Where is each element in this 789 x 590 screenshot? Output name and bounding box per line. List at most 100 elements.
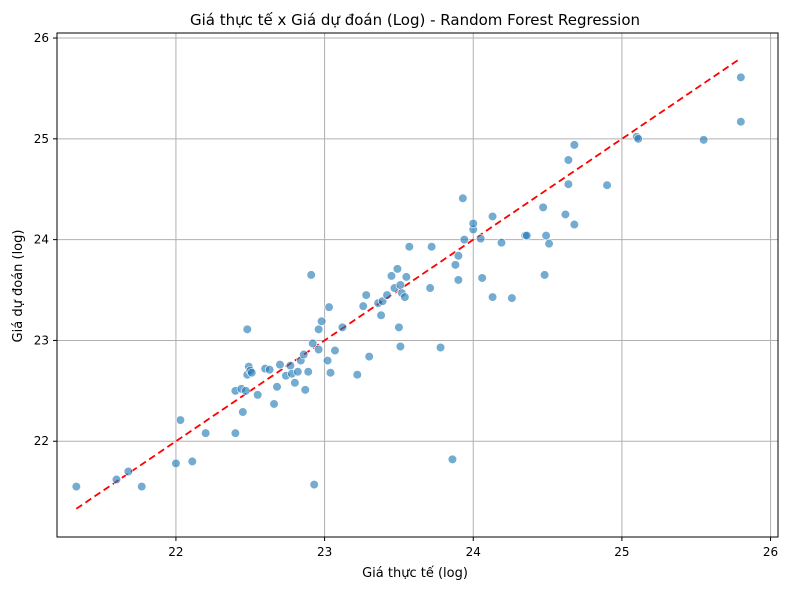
data-point xyxy=(541,231,551,241)
data-point xyxy=(400,292,410,302)
data-point xyxy=(306,270,316,280)
data-point xyxy=(247,368,257,378)
data-point xyxy=(569,140,579,150)
data-point xyxy=(325,368,336,378)
data-point xyxy=(453,275,463,285)
data-point xyxy=(175,415,185,425)
plot-area-frame xyxy=(56,32,779,538)
data-point xyxy=(123,466,133,477)
data-point xyxy=(447,454,458,464)
data-point xyxy=(241,386,251,396)
reference-line-layer xyxy=(75,57,742,510)
data-point xyxy=(285,361,295,371)
data-point xyxy=(425,283,435,293)
data-point xyxy=(427,242,437,252)
data-point xyxy=(330,345,340,356)
data-point xyxy=(275,360,285,370)
data-point xyxy=(358,301,368,311)
y-tick-label: 24 xyxy=(34,233,49,247)
data-point xyxy=(563,179,573,189)
data-point xyxy=(401,272,411,282)
grid xyxy=(57,33,778,537)
data-point xyxy=(458,193,468,203)
data-point xyxy=(290,378,300,388)
data-point xyxy=(602,180,612,190)
reference-line xyxy=(75,57,742,510)
data-point xyxy=(314,324,324,334)
data-point xyxy=(201,428,211,438)
data-point xyxy=(487,211,498,222)
data-point xyxy=(137,482,147,492)
data-point xyxy=(272,382,282,392)
data-point xyxy=(187,456,197,467)
data-point xyxy=(450,260,461,270)
data-point xyxy=(299,349,309,360)
data-point xyxy=(540,270,550,280)
data-point xyxy=(308,338,318,349)
chart-title: Giá thực tế x Giá dự đoán (Log) - Random… xyxy=(190,11,640,29)
data-point xyxy=(337,322,348,332)
data-point xyxy=(544,239,554,249)
data-point xyxy=(238,407,248,417)
data-point xyxy=(736,72,746,82)
data-point xyxy=(394,322,404,332)
data-point xyxy=(468,218,478,229)
data-point xyxy=(382,290,392,300)
data-point xyxy=(560,209,571,220)
data-point xyxy=(487,292,498,302)
data-point xyxy=(507,293,517,303)
x-tick-label: 26 xyxy=(763,545,778,559)
y-tick-label: 25 xyxy=(34,132,49,146)
data-point xyxy=(242,324,252,334)
data-point xyxy=(300,385,310,395)
data-point xyxy=(477,273,487,283)
data-point xyxy=(633,134,643,144)
x-tick-label: 25 xyxy=(614,545,629,559)
data-point xyxy=(309,479,319,490)
data-point xyxy=(538,202,548,212)
data-point xyxy=(569,219,579,230)
data-point xyxy=(361,290,371,300)
data-point xyxy=(404,242,414,252)
data-point xyxy=(317,316,327,326)
data-point xyxy=(699,135,709,145)
data-point xyxy=(476,234,486,244)
data-point xyxy=(293,367,303,377)
data-point xyxy=(563,155,573,165)
y-tick-label: 22 xyxy=(34,434,49,448)
data-point xyxy=(736,117,746,127)
data-point xyxy=(392,264,403,274)
data-point xyxy=(386,271,397,281)
x-tick-label: 22 xyxy=(168,545,183,559)
data-point xyxy=(71,482,81,492)
data-point xyxy=(352,370,362,380)
data-point xyxy=(171,458,181,469)
data-point xyxy=(269,399,279,409)
data-point xyxy=(496,238,507,248)
x-axis-title: Giá thực tế (log) xyxy=(362,566,468,581)
x-axis: 22 23 24 25 26 xyxy=(168,537,778,559)
data-point xyxy=(314,344,324,355)
y-axis-title: Giá dự đoán (log) xyxy=(11,230,26,343)
data-point xyxy=(395,280,406,290)
data-point xyxy=(322,356,333,366)
data-point xyxy=(522,231,532,241)
points-layer xyxy=(71,72,746,492)
data-point xyxy=(376,310,386,320)
data-point xyxy=(364,351,374,362)
y-tick-label: 26 xyxy=(34,31,49,45)
data-point xyxy=(453,251,463,261)
data-point xyxy=(111,474,122,485)
x-tick-label: 23 xyxy=(317,545,332,559)
data-point xyxy=(324,302,334,312)
data-point xyxy=(395,341,406,352)
data-point xyxy=(303,367,313,377)
data-point xyxy=(435,342,446,353)
y-axis: 22 23 24 25 26 xyxy=(34,31,57,448)
data-point xyxy=(459,235,469,245)
data-point xyxy=(264,365,275,375)
y-tick-label: 23 xyxy=(34,333,49,347)
data-point xyxy=(230,428,240,438)
data-point xyxy=(253,390,263,400)
